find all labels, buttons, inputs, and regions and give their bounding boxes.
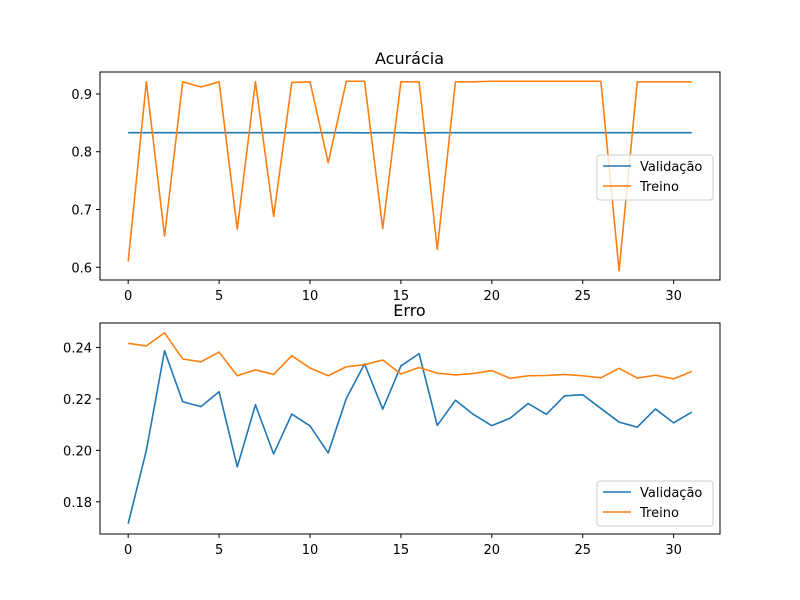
error-series-line-treino [128,331,693,380]
error-legend: Validação Treino [596,480,714,527]
accuracy-x-axis: 0 5 10 15 20 25 30 [124,280,682,304]
accuracy-plot: Acurácia 0 5 10 15 20 25 30 0.6 0.7 0.8 0.9 Valid… [71,49,721,304]
error-x-tick-label: 20 [484,543,501,558]
error-y-tick-label: 0.22 [63,393,92,408]
accuracy-x-tick-label: 15 [393,289,410,304]
accuracy-y-tick-label: 0.6 [71,261,92,276]
error-x-tick-label: 0 [124,543,132,558]
accuracy-y-axis: 0.6 0.7 0.8 0.9 [71,88,100,276]
accuracy-x-tick-label: 10 [302,289,319,304]
error-plot-frame [99,322,721,535]
accuracy-y-tick-label: 0.8 [71,146,92,161]
accuracy-legend-label-validacao: Validação [640,160,702,175]
error-plot-marks [127,331,693,524]
accuracy-y-tick-label: 0.9 [71,88,92,103]
error-x-tick-label: 10 [302,543,319,558]
error-x-axis: 0 5 10 15 20 25 30 [124,534,682,558]
accuracy-y-tick-label: 0.7 [71,204,92,219]
error-plot: Erro 0 5 10 15 20 25 30 0.18 0.20 0.22 0.24 Valid… [63,301,721,558]
error-legend-label-treino: Treino [639,506,679,521]
error-y-tick-label: 0.20 [63,444,92,459]
error-legend-label-validacao: Validação [640,486,702,501]
error-x-tick-label: 25 [574,543,591,558]
accuracy-legend: Validação Treino [596,154,714,201]
accuracy-legend-label-treino: Treino [639,180,679,195]
accuracy-x-tick-label: 0 [124,289,132,304]
accuracy-series-line-treino [127,80,692,272]
error-x-tick-label: 5 [215,543,223,558]
error-y-tick-label: 0.18 [63,496,92,511]
accuracy-plot-marks [127,80,692,272]
accuracy-plot-title: Acurácia [375,49,444,68]
accuracy-x-tick-label: 30 [665,289,682,304]
error-y-tick-label: 0.24 [63,341,92,356]
accuracy-x-tick-label: 20 [484,289,501,304]
error-y-axis: 0.18 0.20 0.22 0.24 [63,341,100,511]
error-plot-title: Erro [393,301,425,320]
accuracy-x-tick-label: 5 [215,289,223,304]
error-x-tick-label: 30 [665,543,682,558]
error-series-line-validacao [127,349,693,524]
accuracy-x-tick-label: 25 [574,289,591,304]
error-x-tick-label: 15 [393,543,410,558]
accuracy-plot-frame [99,71,721,281]
